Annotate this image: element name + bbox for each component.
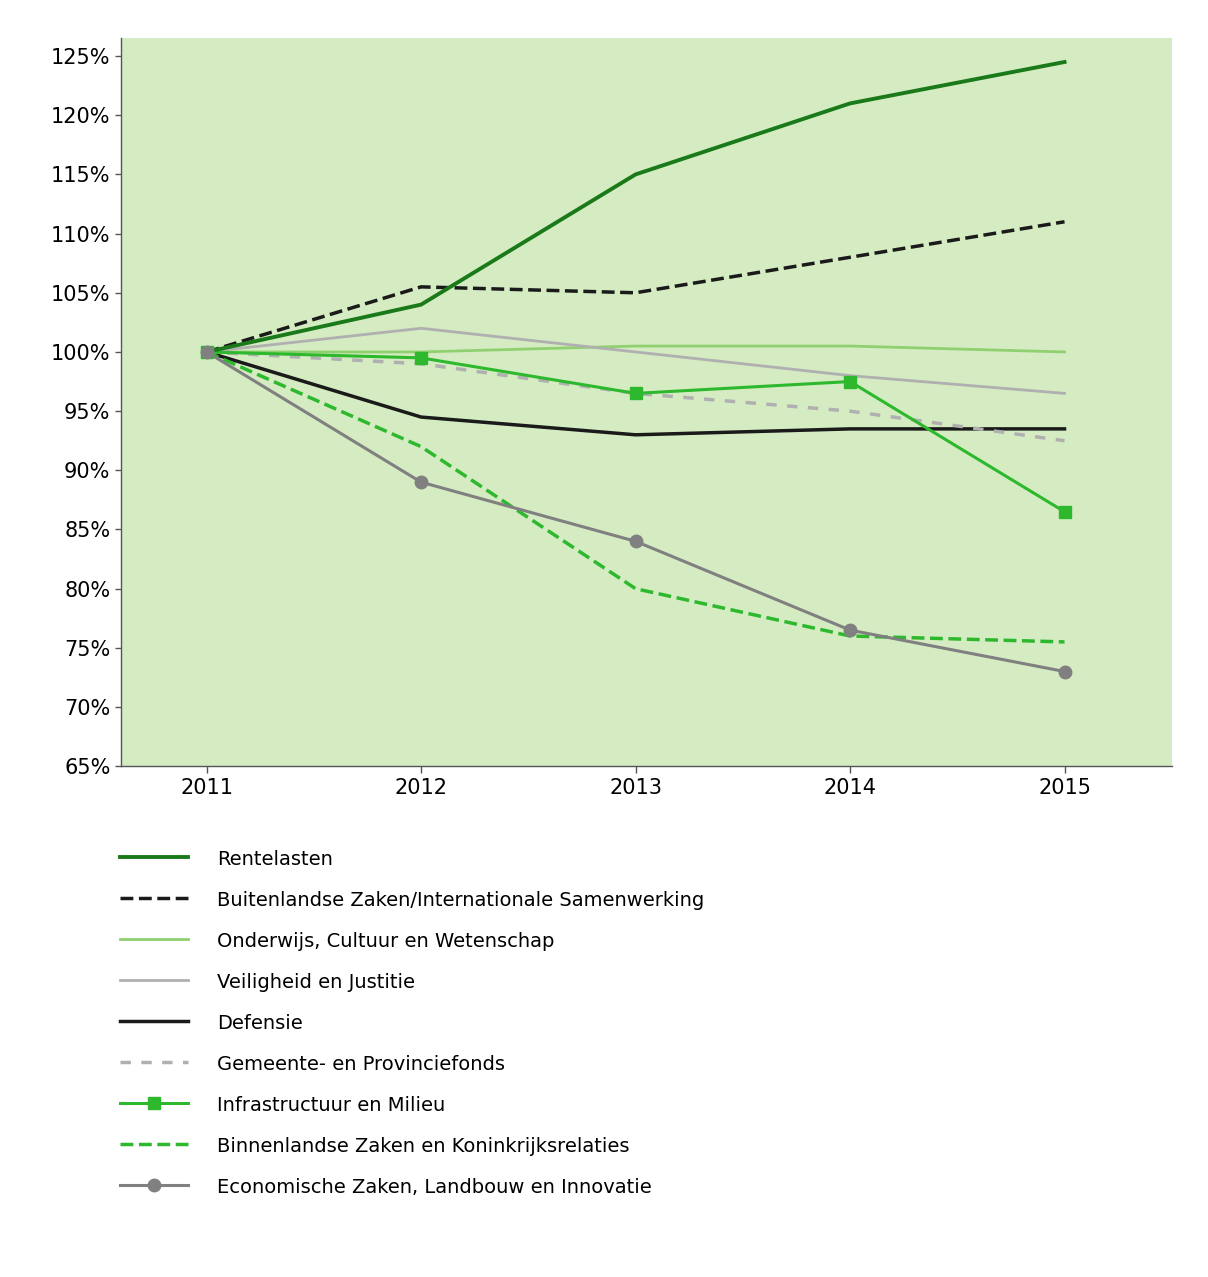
Legend: Rentelasten, Buitenlandse Zaken/Internationale Samenwerking, Onderwijs, Cultuur : Rentelasten, Buitenlandse Zaken/Internat… xyxy=(120,849,704,1197)
